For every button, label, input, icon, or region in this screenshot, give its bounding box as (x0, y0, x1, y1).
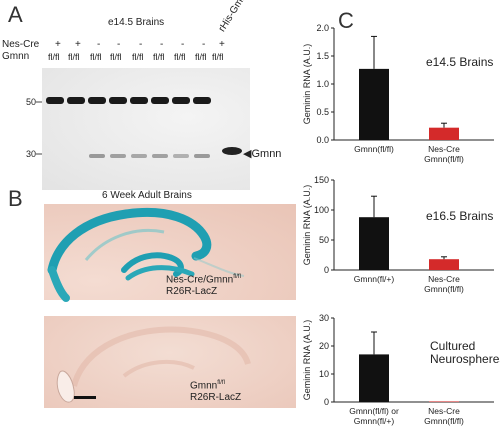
category-label: Gmnn(fl/fl) (424, 154, 464, 164)
lane-gmnn-6: fl/fl (153, 52, 165, 62)
lane-nescre-3: - (97, 39, 101, 50)
mw-marker-30: 30 (26, 149, 37, 159)
y-tick-label: 2.0 (316, 23, 329, 33)
lane-nescre-7: - (181, 39, 185, 50)
lane-nescre-9: + (219, 39, 225, 50)
blot-band-50kda (151, 97, 169, 104)
control-label-line2: R26R-LacZ (190, 392, 242, 403)
lane-gmnn-9: fl/fl (212, 52, 224, 62)
row-label-gmnn: Gmnn (2, 51, 30, 62)
category-label: Gmnn(fl/+) (354, 274, 395, 284)
western-blot (36, 68, 250, 190)
chart-annotation: e16.5 Brains (426, 209, 493, 223)
y-tick-label: 10 (319, 369, 329, 379)
y-tick-label: 1.5 (316, 51, 329, 61)
y-tick-label: 0.0 (316, 135, 329, 145)
category-label: Gmnn(fl/fl) (354, 144, 394, 154)
chart-annotation: Cultured (430, 339, 475, 353)
y-tick-label: 20 (319, 341, 329, 351)
bar (359, 354, 389, 402)
blot-band-gmnn (89, 154, 105, 158)
blot-band-gmnn (131, 154, 147, 158)
y-tick-label: 0 (324, 397, 329, 407)
y-axis-label: Geminin RNA (A.U.) (302, 185, 312, 266)
blot-band-50kda (46, 97, 64, 104)
blot-band-50kda (88, 97, 106, 104)
y-axis-label: Geminin RNA (A.U.) (302, 44, 312, 125)
category-label: Nes-Cre (428, 274, 460, 284)
band-label-text: Gmnn (251, 148, 282, 160)
lane-nescre-2: + (75, 39, 81, 50)
control-hippocampus-outline (56, 326, 251, 403)
lane-gmnn-8: fl/fl (195, 52, 207, 62)
blot-band-gmnn (173, 154, 189, 158)
bar (429, 127, 459, 140)
lane-gmnn-3: fl/fl (90, 52, 102, 62)
lacz-stained-section-mutant: Nes-Cre/Gmnnfl/fl R26R-LacZ (44, 204, 296, 302)
lane-nescre-8: - (202, 39, 206, 50)
y-axis-label: Geminin RNA (A.U.) (302, 320, 312, 401)
lane-gmnn-7: fl/fl (174, 52, 186, 62)
lane-nescre-5: - (139, 39, 143, 50)
lane-gmnn-5: fl/fl (132, 52, 144, 62)
hippocampus-lacz-stain (47, 207, 245, 302)
category-label: Nes-Cre (428, 144, 460, 154)
bar (359, 68, 389, 140)
chart-annotation: Neurospheres (430, 352, 500, 366)
blot-band-50kda (193, 97, 211, 104)
y-tick-label: 50 (319, 235, 329, 245)
lane-nescre-4: - (117, 39, 121, 50)
mutant-label-line1: Nes-Cre/Gmnnfl/fl (166, 274, 241, 286)
blot-bands (36, 97, 242, 158)
panel-b-letter: B (8, 186, 23, 211)
category-label: Gmnn(fl/fl) (424, 284, 464, 294)
lane-gmnn-1: fl/fl (48, 52, 60, 62)
y-tick-label: 30 (319, 313, 329, 323)
category-label: Nes-Cre (428, 406, 460, 416)
blot-band-gmnn (194, 154, 210, 158)
blot-band-50kda (130, 97, 148, 104)
blot-band-gmnn (152, 154, 168, 158)
blot-title: e14.5 Brains (108, 17, 165, 28)
mutant-label-line2: R26R-LacZ (166, 286, 218, 297)
lane-gmnn-4: fl/fl (110, 52, 122, 62)
bar (359, 217, 389, 270)
arrow-left-icon: ◀ (243, 148, 252, 160)
lane-gmnn-2: fl/fl (68, 52, 80, 62)
y-tick-label: 100 (314, 205, 329, 215)
blot-band-gmnn (110, 154, 126, 158)
panel-a-letter: A (8, 2, 23, 27)
bar (429, 401, 459, 403)
y-tick-label: 0.5 (316, 107, 329, 117)
blot-band-rhis-gmnn (222, 147, 242, 155)
mw-marker-50: 50 (26, 97, 37, 107)
row-label-nescre: Nes-Cre (2, 39, 40, 50)
lane-nescre-1: + (55, 39, 61, 50)
gmnn-band-label: ◀Gmnn (243, 149, 281, 160)
chart-annotation: e14.5 Brains (426, 55, 493, 69)
category-label: Gmnn(fl/+) (354, 416, 395, 426)
panel-c-letter: C (338, 8, 354, 33)
y-tick-label: 0 (324, 265, 329, 275)
lacz-stained-section-control: Gmnnfl/fl R26R-LacZ (44, 316, 296, 408)
category-label: Gmnn(fl/fl) (424, 416, 464, 426)
blot-band-50kda (109, 97, 127, 104)
category-label: Gmnn(fl/fl) or (349, 406, 399, 416)
histology-title: 6 Week Adult Brains (102, 190, 192, 201)
lane-nescre-6: - (160, 39, 164, 50)
bar (429, 259, 459, 270)
y-tick-label: 1.0 (316, 79, 329, 89)
blot-band-50kda (67, 97, 85, 104)
scale-bar (74, 396, 96, 399)
control-label-line1: Gmnnfl/fl (190, 380, 225, 392)
y-tick-label: 150 (314, 175, 329, 185)
blot-band-50kda (172, 97, 190, 104)
